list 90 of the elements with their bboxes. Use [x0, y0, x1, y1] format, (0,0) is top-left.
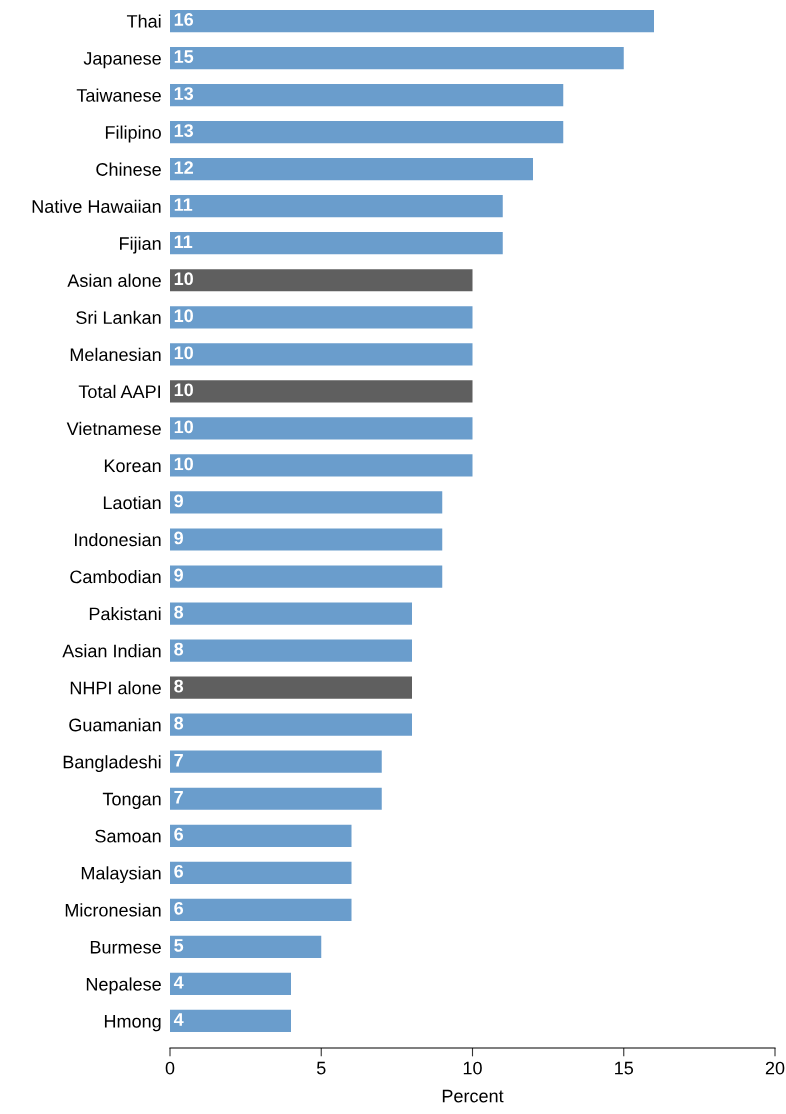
data-label: 10: [174, 309, 193, 323]
x-axis-title: Percent: [442, 1089, 504, 1103]
data-label: 8: [174, 716, 184, 730]
y-tick-label: Total AAPI: [78, 384, 160, 399]
y-tick-label: Nepalese: [86, 977, 161, 995]
bar: [170, 121, 564, 144]
y-tick-label: Filipino: [105, 125, 161, 143]
data-label: 4: [173, 976, 184, 989]
y-tick-label: Pakistani: [89, 607, 161, 621]
data-label: 10: [174, 383, 193, 397]
data-label: 4: [173, 1013, 184, 1026]
y-tick-label: Indonesian: [74, 532, 161, 547]
bar: [170, 602, 412, 625]
data-label: 8: [174, 605, 184, 619]
bar: [170, 861, 352, 884]
data-label: 10: [174, 272, 193, 286]
y-tick-label: Korean: [104, 459, 161, 473]
bar: [170, 713, 412, 736]
data-label: 9: [174, 568, 183, 582]
bar: [170, 972, 291, 996]
bar: [170, 83, 564, 107]
x-tick-label: 10: [463, 1061, 482, 1075]
bar: [170, 528, 443, 551]
y-tick-label: Chinese: [96, 162, 161, 176]
y-tick-label: Micronesian: [65, 903, 161, 917]
data-label: 5: [174, 939, 184, 952]
data-label: 15: [174, 50, 194, 63]
y-tick-label: Native Hawaiian: [32, 199, 161, 213]
bar: [170, 343, 473, 366]
data-label: 10: [174, 346, 193, 360]
bar: [170, 269, 473, 292]
bar: [170, 676, 412, 699]
y-tick-label: Guamanian: [69, 718, 161, 732]
bar: [170, 232, 503, 255]
y-tick-label: Japanese: [83, 52, 161, 69]
y-tick-label: Bangladeshi: [63, 755, 161, 773]
y-tick-label: Vietnamese: [66, 421, 161, 436]
data-label: 10: [174, 457, 193, 471]
bar: [170, 787, 382, 810]
data-label: 11: [174, 235, 193, 248]
y-tick-label: Burmese: [90, 941, 161, 954]
data-label: 11: [174, 198, 193, 211]
y-tick-label: Taiwanese: [76, 88, 161, 102]
x-tick-label: 20: [765, 1061, 785, 1075]
bar: [170, 454, 473, 477]
bar: [170, 565, 443, 588]
y-tick-label: NHPI alone: [70, 681, 161, 695]
bar: [170, 1009, 291, 1033]
bar: [170, 380, 473, 403]
bar: [170, 306, 473, 329]
data-label: 9: [174, 494, 183, 508]
y-tick-label: Thai: [126, 14, 161, 28]
y-tick-label: Hmong: [104, 1015, 161, 1032]
data-label: 13: [174, 87, 194, 100]
y-tick-label: Tongan: [102, 792, 161, 810]
y-tick-label: Melanesian: [70, 347, 161, 362]
y-tick-label: Fijian: [120, 236, 161, 254]
data-label: 8: [174, 679, 184, 693]
bar: [170, 158, 533, 181]
data-label: 6: [174, 864, 184, 878]
x-tick-label: 0: [165, 1061, 175, 1075]
data-label: 12: [174, 161, 193, 174]
data-label: 6: [174, 827, 184, 841]
data-label: 16: [174, 13, 194, 26]
data-label: 7: [174, 791, 183, 804]
bar: [170, 935, 322, 958]
bar: [170, 824, 352, 847]
bar: [170, 417, 473, 440]
bar: [170, 639, 412, 662]
bar: [170, 750, 382, 773]
data-label: 9: [174, 531, 183, 545]
y-tick-label: Cambodian: [70, 570, 161, 584]
data-label: 8: [174, 642, 184, 656]
bar: [170, 898, 352, 921]
y-tick-label: Asian alone: [67, 273, 161, 287]
data-label: 6: [174, 901, 184, 915]
y-tick-label: Samoan: [95, 829, 161, 843]
data-label: 7: [174, 753, 183, 767]
bar: [170, 46, 624, 70]
data-label: 10: [174, 420, 193, 434]
bar: [170, 9, 654, 33]
y-tick-label: Malaysian: [81, 866, 161, 884]
y-tick-label: Sri Lankan: [76, 310, 161, 325]
bar: [170, 195, 503, 218]
x-tick-label: 15: [615, 1061, 634, 1075]
data-label: 13: [174, 124, 194, 137]
bar: [170, 491, 443, 514]
y-tick-label: Laotian: [103, 495, 161, 510]
x-tick-label: 5: [316, 1061, 326, 1075]
y-tick-label: Asian Indian: [62, 644, 161, 658]
